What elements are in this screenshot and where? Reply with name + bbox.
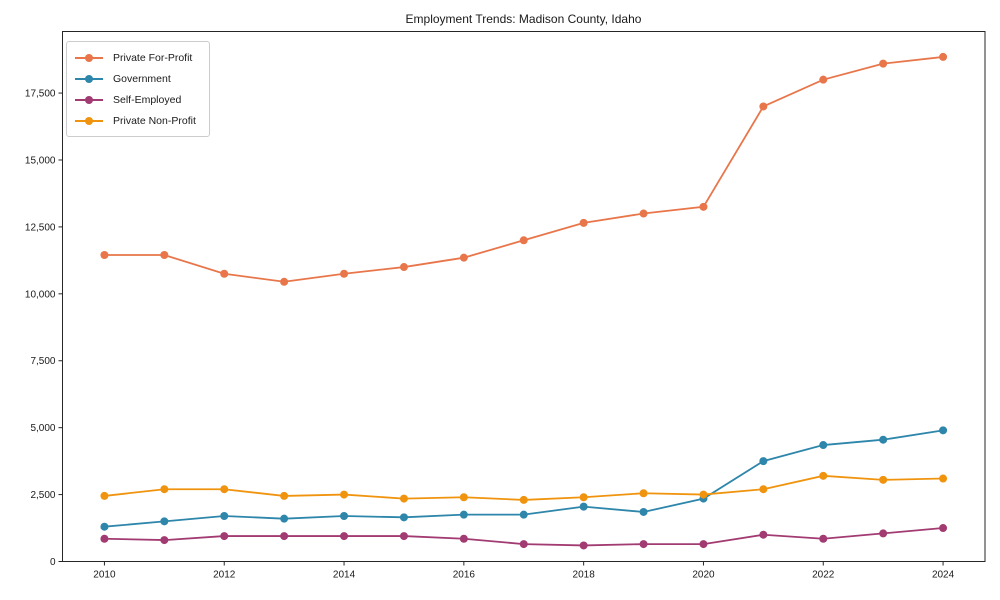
data-point bbox=[579, 541, 588, 550]
data-point bbox=[579, 218, 588, 227]
data-point bbox=[939, 524, 948, 533]
y-tick-label: 10,000 bbox=[25, 289, 56, 300]
data-point bbox=[160, 251, 169, 260]
data-point bbox=[220, 532, 229, 541]
data-point bbox=[340, 511, 349, 520]
legend-label: Self-Employed bbox=[113, 93, 182, 106]
x-tick-label: 2016 bbox=[453, 570, 476, 581]
data-point bbox=[280, 514, 289, 523]
data-point bbox=[819, 471, 828, 480]
y-tick-label: 5,000 bbox=[30, 423, 55, 434]
data-point bbox=[939, 474, 948, 483]
data-point bbox=[160, 536, 169, 545]
x-tick-label: 2024 bbox=[932, 570, 955, 581]
x-tick-label: 2010 bbox=[93, 570, 116, 581]
data-point bbox=[699, 490, 708, 499]
data-point bbox=[280, 532, 289, 541]
data-point bbox=[220, 269, 229, 278]
legend-marker-icon bbox=[75, 53, 103, 63]
data-point bbox=[639, 489, 648, 498]
data-point bbox=[639, 540, 648, 549]
data-point bbox=[879, 59, 888, 68]
x-tick-label: 2020 bbox=[692, 570, 715, 581]
data-point bbox=[519, 510, 528, 519]
data-point bbox=[459, 493, 468, 502]
legend-item-self-employed: Self-Employed bbox=[75, 89, 201, 110]
y-tick-label: 15,000 bbox=[25, 155, 56, 166]
data-point bbox=[759, 530, 768, 539]
data-point bbox=[160, 517, 169, 526]
y-tick-label: 0 bbox=[50, 557, 56, 568]
data-point bbox=[579, 493, 588, 502]
x-tick-label: 2012 bbox=[213, 570, 236, 581]
data-point bbox=[399, 263, 408, 272]
y-tick-label: 17,500 bbox=[25, 89, 56, 100]
data-point bbox=[519, 495, 528, 504]
data-point bbox=[519, 236, 528, 245]
y-tick-label: 2,500 bbox=[30, 490, 55, 501]
data-point bbox=[519, 540, 528, 549]
data-point bbox=[639, 507, 648, 516]
data-point bbox=[220, 511, 229, 520]
data-point bbox=[639, 209, 648, 218]
data-point bbox=[459, 253, 468, 262]
data-point bbox=[819, 75, 828, 84]
data-point bbox=[340, 269, 349, 278]
y-tick-label: 7,500 bbox=[30, 356, 55, 367]
axes-frame bbox=[62, 31, 986, 562]
data-point bbox=[459, 534, 468, 543]
data-point bbox=[280, 491, 289, 500]
data-point bbox=[819, 534, 828, 543]
data-point bbox=[939, 52, 948, 61]
data-point bbox=[699, 202, 708, 211]
data-point bbox=[759, 485, 768, 494]
data-point bbox=[699, 540, 708, 549]
legend-item-private-for-profit: Private For-Profit bbox=[75, 47, 201, 68]
series-line-private-for-profit bbox=[104, 56, 944, 283]
x-tick-label: 2018 bbox=[573, 570, 596, 581]
legend-label: Government bbox=[113, 72, 171, 85]
data-point bbox=[579, 502, 588, 511]
data-point bbox=[340, 532, 349, 541]
x-tick-label: 2014 bbox=[333, 570, 356, 581]
legend-item-private-non-profit: Private Non-Profit bbox=[75, 110, 201, 131]
legend-label: Private For-Profit bbox=[113, 51, 193, 64]
chart-title: Employment Trends: Madison County, Idaho bbox=[405, 12, 642, 26]
data-point bbox=[100, 522, 109, 531]
data-point bbox=[759, 457, 768, 466]
data-point bbox=[399, 532, 408, 541]
data-point bbox=[939, 426, 948, 435]
data-point bbox=[220, 485, 229, 494]
legend-marker-icon bbox=[75, 95, 103, 105]
data-point bbox=[399, 513, 408, 522]
legend-item-government: Government bbox=[75, 68, 201, 89]
data-point bbox=[879, 475, 888, 484]
data-point bbox=[280, 277, 289, 286]
data-point bbox=[100, 534, 109, 543]
data-point bbox=[340, 490, 349, 499]
legend-marker-icon bbox=[75, 74, 103, 84]
data-point bbox=[879, 435, 888, 444]
data-point bbox=[160, 485, 169, 494]
data-point bbox=[399, 494, 408, 503]
legend-marker-icon bbox=[75, 116, 103, 126]
data-point bbox=[759, 102, 768, 111]
data-point bbox=[819, 441, 828, 450]
data-point bbox=[459, 510, 468, 519]
data-point bbox=[100, 251, 109, 260]
x-tick-label: 2022 bbox=[812, 570, 835, 581]
y-tick-label: 12,500 bbox=[25, 222, 56, 233]
legend: Private For-Profit Government Self-Emplo… bbox=[66, 41, 210, 137]
data-point bbox=[100, 491, 109, 500]
legend-label: Private Non-Profit bbox=[113, 114, 196, 127]
data-point bbox=[879, 529, 888, 538]
